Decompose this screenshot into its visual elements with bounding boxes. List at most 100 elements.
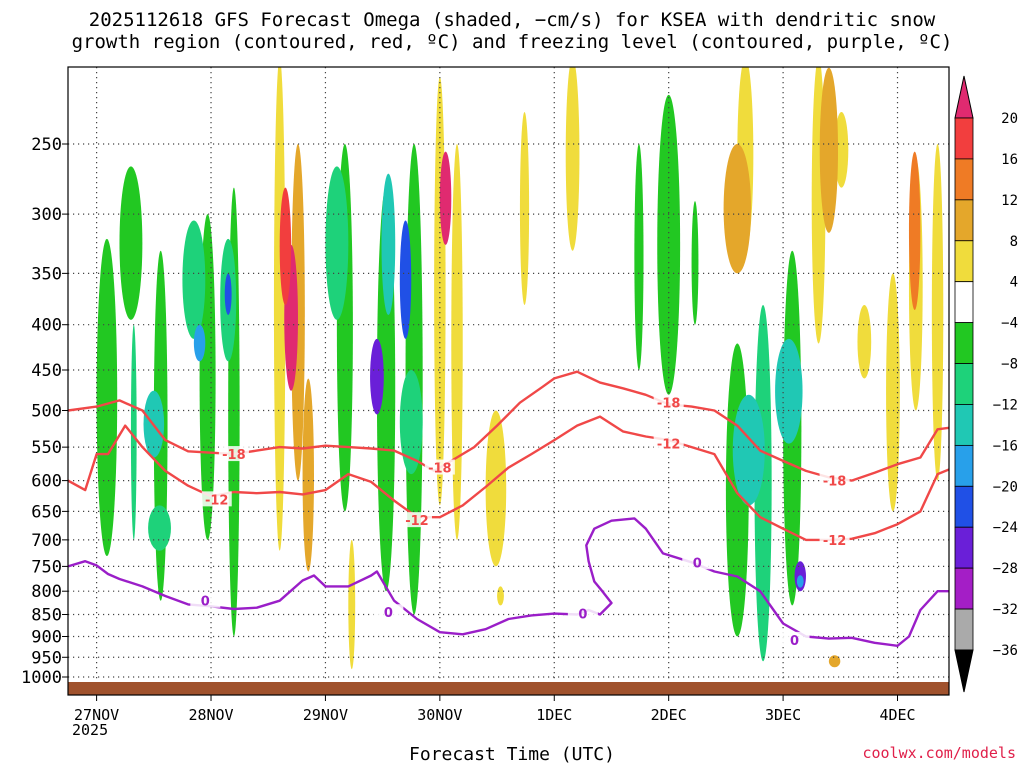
contour-label: 0 [790,634,799,649]
omega-region [325,166,349,320]
omega-region [224,273,232,315]
omega-region [519,111,530,305]
contour-label-bg [218,446,249,462]
x-tick-label: 4DEC [879,706,915,724]
contour-label-bg [201,491,232,507]
contour-label: 0 [578,608,587,623]
y-tick-label: 350 [31,264,62,284]
contour-label: 0 [384,606,393,621]
omega-region [119,166,143,320]
omega-region [691,201,699,325]
omega-region [908,151,921,311]
contour-lines: -18 -18 -18 -18 -12 -12 -12 -12 0 0 0 0 0 [68,370,949,649]
y-tick-label: 850 [31,606,62,626]
contour-label: 0 [693,556,702,571]
credit-link[interactable]: coolwx.com/models [862,744,1016,762]
ground-strip [68,682,949,695]
contour-label: -12 [205,493,229,508]
colorbar-bin [954,281,974,324]
colorbar-bin [954,117,974,160]
chart-title-line-2: growth region (contoured, red, ºC) and f… [71,31,953,53]
contour-label: -18 [657,397,681,412]
contour-label: 0 [201,595,210,610]
colorbar-label: −8 [1001,357,1018,373]
omega-region [634,143,644,370]
colorbar-label: −36 [993,643,1018,659]
x-tick-label: 3DEC [765,706,801,724]
colorbar-label: 12 [1001,193,1018,209]
colorbar-bin [954,608,974,651]
omega-region [723,144,752,274]
contour-line [68,415,949,542]
colorbar-bin [954,567,974,610]
contour-label-bg [653,394,684,410]
contour-label-bg [567,605,598,621]
omega-region [348,539,356,670]
omega-region [96,238,118,557]
omega-region [182,220,206,339]
omega-region [931,144,944,481]
colorbar-bin [954,485,974,528]
omega-region [485,410,507,567]
omega-field [96,67,944,670]
omega-region [497,586,504,606]
x-tick-label: 29NOV [303,706,348,724]
omega-region [886,273,900,512]
contour-label-bg [682,554,713,570]
colorbar-top-arrow [954,75,974,119]
omega-region [399,369,423,475]
colorbar-label: 8 [1010,234,1018,250]
omega-region [291,144,305,481]
contour-label: -18 [222,448,246,463]
colorbar-label: −4 [1001,316,1018,332]
omega-region [857,304,872,379]
contour-label: -12 [405,514,429,529]
y-tick-label: 650 [31,502,62,522]
y-tick-label: 400 [31,316,62,336]
colorbar-bin [954,363,974,405]
x-axis-title: Forecast Time (UTC) [409,744,615,765]
omega-region [302,378,314,572]
omega-region [439,151,452,245]
colorbar-bin [954,444,974,487]
y-tick-label: 800 [31,582,62,602]
omega-region [399,220,412,339]
x-tick-label: 2DEC [651,706,687,724]
omega-region [732,394,765,506]
plot-frame [67,66,950,696]
y-tick-label: 500 [31,402,62,422]
y-tick-label: 550 [31,438,62,458]
omega-region [828,655,841,668]
omega-region [381,173,396,315]
colorbar-label: 4 [1010,275,1018,291]
x-tick-label: 1DEC [536,706,572,724]
contour-label-bg [424,459,455,475]
y-tick-label: 700 [31,531,62,551]
x-axis: 27NOV 28NOV 29NOV 30NOV 1DEC 2DEC 3DEC 4DEC [74,695,916,724]
colorbar-label: −16 [993,438,1018,454]
colorbar-bin [954,404,974,446]
contour-label-bg [819,472,850,488]
y-tick-label: 750 [31,557,62,577]
contour-label: -18 [823,475,847,490]
colorbar-label: 16 [1001,152,1018,168]
colorbar-label: −24 [993,520,1018,536]
contour-label: -18 [428,462,452,477]
x-axis-year-label: 2025 [72,721,109,739]
omega-region [434,76,446,506]
contour-label-bg [190,592,221,608]
colorbar-bin [954,199,974,242]
y-tick-label: 950 [31,648,62,668]
grid-lines [68,67,949,695]
colorbar-label: −12 [993,397,1018,413]
omega-region [273,67,286,551]
colorbar-label: −20 [993,479,1018,495]
omega-region [819,67,839,233]
contour-label-bg [653,435,684,451]
omega-region [130,324,137,540]
omega-region [193,324,206,362]
colorbar-label: −32 [993,602,1018,618]
omega-region [451,144,463,540]
y-tick-label: 300 [31,205,62,225]
x-tick-label: 28NOV [188,706,233,724]
